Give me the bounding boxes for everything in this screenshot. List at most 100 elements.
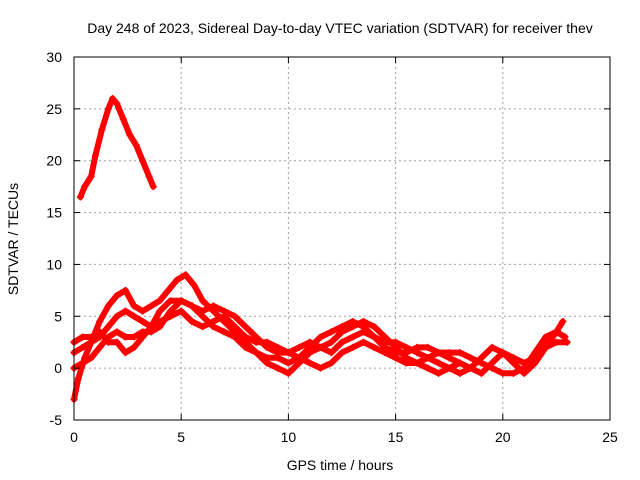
data-point xyxy=(370,333,378,341)
x-tick-label: 20 xyxy=(495,429,511,445)
data-point xyxy=(552,338,560,346)
data-point xyxy=(327,359,335,367)
data-point xyxy=(349,317,357,325)
data-point xyxy=(126,131,134,139)
data-point xyxy=(87,354,95,362)
chart-title: Day 248 of 2023, Sidereal Day-to-day VTE… xyxy=(87,20,593,36)
data-point xyxy=(295,354,303,362)
data-point xyxy=(424,343,432,351)
data-point xyxy=(338,349,346,357)
data-point xyxy=(295,343,303,351)
data-point xyxy=(177,297,185,305)
data-point xyxy=(220,312,228,320)
data-point xyxy=(434,349,442,357)
data-point xyxy=(392,338,400,346)
data-point xyxy=(188,317,196,325)
data-point xyxy=(434,369,442,377)
data-point xyxy=(76,193,84,201)
data-point xyxy=(132,141,140,149)
data-point xyxy=(242,343,250,351)
data-point xyxy=(87,172,95,180)
series-arc-c xyxy=(70,307,569,377)
data-point xyxy=(121,333,129,341)
x-tick-label: 25 xyxy=(602,429,618,445)
data-point xyxy=(177,307,185,315)
data-point xyxy=(284,369,292,377)
data-point xyxy=(520,359,528,367)
x-tick-label: 10 xyxy=(281,429,297,445)
data-point xyxy=(499,349,507,357)
data-point xyxy=(252,338,260,346)
data-point xyxy=(104,333,112,341)
data-point xyxy=(139,317,147,325)
y-tick-label: 20 xyxy=(46,153,62,169)
data-point xyxy=(79,333,87,341)
series-arc-high xyxy=(76,94,157,201)
data-point xyxy=(199,312,207,320)
data-point xyxy=(359,323,367,331)
data-point xyxy=(91,152,99,160)
data-point xyxy=(456,359,464,367)
data-point xyxy=(284,349,292,357)
data-point xyxy=(130,302,138,310)
data-point xyxy=(434,359,442,367)
data-point xyxy=(231,312,239,320)
data-point xyxy=(488,343,496,351)
data-point xyxy=(488,364,496,372)
data-point xyxy=(209,302,217,310)
data-point xyxy=(79,343,87,351)
data-point xyxy=(74,375,82,383)
y-tick-label: 5 xyxy=(54,308,62,324)
data-point xyxy=(98,126,106,134)
data-point xyxy=(456,369,464,377)
data-point xyxy=(130,312,138,320)
data-point xyxy=(156,297,164,305)
y-tick-label: 25 xyxy=(46,101,62,117)
data-point xyxy=(381,338,389,346)
data-point xyxy=(477,354,485,362)
data-point xyxy=(317,364,325,372)
data-point xyxy=(467,354,475,362)
data-point xyxy=(274,354,282,362)
x-tick-label: 0 xyxy=(70,429,78,445)
data-point xyxy=(139,307,147,315)
data-point xyxy=(220,328,228,336)
data-point xyxy=(231,333,239,341)
data-point xyxy=(445,364,453,372)
data-point xyxy=(499,369,507,377)
data-point xyxy=(510,369,518,377)
data-point xyxy=(327,338,335,346)
x-tick-label: 5 xyxy=(177,429,185,445)
data-point xyxy=(317,343,325,351)
data-point xyxy=(113,338,121,346)
data-point xyxy=(121,307,129,315)
data-point xyxy=(327,328,335,336)
grid xyxy=(74,57,610,420)
data-point xyxy=(338,338,346,346)
data-point xyxy=(477,369,485,377)
data-point xyxy=(542,333,550,341)
data-point xyxy=(359,338,367,346)
data-point xyxy=(156,323,164,331)
data-point xyxy=(181,271,189,279)
data-point xyxy=(370,323,378,331)
data-point xyxy=(413,349,421,357)
data-point xyxy=(467,364,475,372)
data-point xyxy=(104,105,112,113)
data-point xyxy=(130,343,138,351)
data-point xyxy=(274,343,282,351)
plot-frame xyxy=(73,56,611,421)
data-point xyxy=(349,333,357,341)
data-point xyxy=(145,172,153,180)
data-point xyxy=(274,364,282,372)
data-point xyxy=(96,343,104,351)
data-point xyxy=(147,302,155,310)
data-point xyxy=(542,343,550,351)
data-point xyxy=(199,323,207,331)
data-point xyxy=(370,343,378,351)
data-point xyxy=(231,323,239,331)
data-point xyxy=(424,354,432,362)
y-tick-label: 10 xyxy=(46,256,62,272)
data-point xyxy=(306,343,314,351)
